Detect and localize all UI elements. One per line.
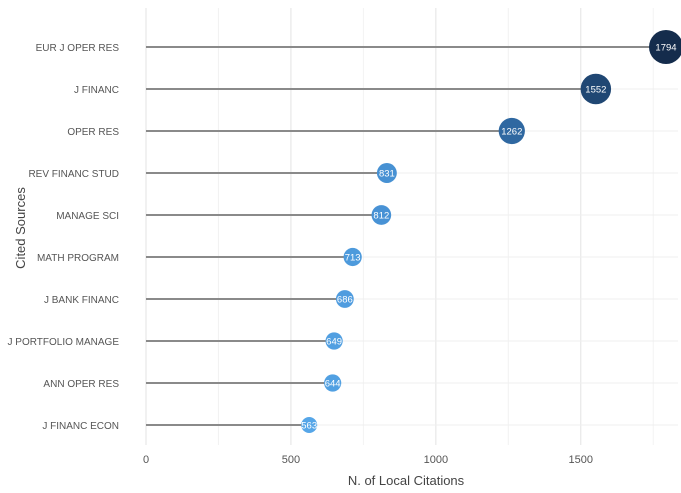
data-value-label: 644 [325, 379, 341, 390]
y-tick-label: J FINANC ECON [42, 421, 119, 432]
y-tick-label: MATH PROGRAM [37, 253, 119, 264]
x-tick-label: 1000 [424, 454, 448, 466]
value-labels: 1794 1552 1262 831 812 713 686 649 644 563 [301, 43, 676, 432]
y-axis-title: Cited Sources [13, 187, 28, 269]
dots [301, 30, 681, 433]
x-axis-title: N. of Local Citations [348, 473, 465, 488]
data-value-label: 686 [337, 295, 353, 306]
x-tick-label: 1500 [569, 454, 593, 466]
y-tick-label: J FINANC [74, 85, 119, 96]
data-value-label: 649 [326, 337, 342, 348]
y-tick-label: REV FINANC STUD [28, 169, 119, 180]
y-tick-label: OPER RES [67, 127, 119, 138]
y-tick-label: MANAGE SCI [56, 211, 119, 222]
data-value-label: 812 [373, 211, 389, 222]
y-tick-label: J BANK FINANC [44, 295, 119, 306]
data-value-label: 1552 [585, 85, 606, 96]
x-tick-label: 500 [282, 454, 300, 466]
x-tick-labels: 0 500 1000 1500 [143, 454, 593, 466]
y-tick-label: EUR J OPER RES [36, 43, 120, 54]
data-value-label: 713 [345, 253, 361, 264]
gridlines [146, 8, 678, 445]
y-tick-label: J PORTFOLIO MANAGE [8, 337, 120, 348]
data-value-label: 563 [301, 421, 317, 432]
data-value-label: 831 [379, 169, 395, 180]
y-tick-label: ANN OPER RES [43, 379, 119, 390]
data-value-label: 1262 [501, 127, 522, 138]
x-tick-label: 0 [143, 454, 149, 466]
data-value-label: 1794 [655, 43, 676, 54]
stems [146, 47, 666, 425]
